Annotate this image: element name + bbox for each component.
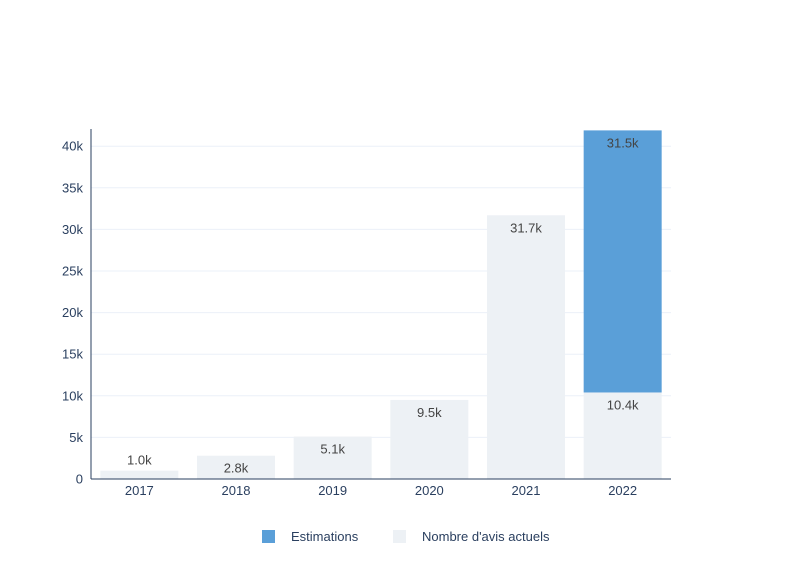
legend-swatch-estimations xyxy=(262,530,275,543)
bar-actuels[interactable] xyxy=(390,399,469,479)
data-label: 10.4k xyxy=(607,397,639,412)
y-tick-label: 0 xyxy=(76,472,83,487)
bar-actuels[interactable] xyxy=(197,455,275,479)
gridlines xyxy=(91,145,671,438)
bar-actuels[interactable] xyxy=(487,215,565,480)
legend: Estimations Nombre d'avis actuels xyxy=(262,529,550,544)
data-label: 1.0k xyxy=(127,453,152,468)
legend-item-nombre-avis[interactable]: Nombre d'avis actuels xyxy=(393,529,550,544)
x-tick-label: 2019 xyxy=(318,483,347,498)
x-tick-label: 2018 xyxy=(222,483,251,498)
bar-actuels[interactable] xyxy=(583,392,662,479)
bars xyxy=(100,130,662,480)
y-tick-label: 35k xyxy=(62,180,83,195)
legend-swatch-nombre-avis xyxy=(393,530,406,543)
y-tick-label: 15k xyxy=(62,347,83,362)
data-label: 9.5k xyxy=(417,405,442,420)
x-tick-label: 2017 xyxy=(125,483,154,498)
y-tick-label: 25k xyxy=(62,264,83,279)
bar-actuels[interactable] xyxy=(293,436,372,479)
legend-item-estimations[interactable]: Estimations xyxy=(262,529,359,544)
y-tick-label: 20k xyxy=(62,305,83,320)
data-label: 2.8k xyxy=(224,461,249,476)
x-tick-label: 2022 xyxy=(608,483,637,498)
y-tick-label: 5k xyxy=(69,430,83,445)
data-label: 31.5k xyxy=(607,135,639,150)
y-tick-label: 30k xyxy=(62,222,83,237)
data-label: 5.1k xyxy=(320,442,345,457)
legend-label-estimations: Estimations xyxy=(291,529,359,544)
y-tick-label: 10k xyxy=(62,388,83,403)
data-labels: 1.0k 2.8k 5.1k 9.5k 31.7k 10.4k 31.5k xyxy=(127,135,639,475)
x-tick-label: 2021 xyxy=(512,483,541,498)
y-tick-label: 40k xyxy=(62,139,83,154)
data-label: 31.7k xyxy=(510,220,542,235)
legend-label-nombre-avis: Nombre d'avis actuels xyxy=(422,529,550,544)
bar-estimations[interactable] xyxy=(583,130,662,393)
tick-labels: 0 5k 10k 15k 20k 25k 30k 35k 40k 2017 2018 2019 2020… xyxy=(62,139,637,498)
bar-actuels[interactable] xyxy=(100,470,179,479)
axes xyxy=(90,129,671,480)
x-tick-label: 2020 xyxy=(415,483,444,498)
